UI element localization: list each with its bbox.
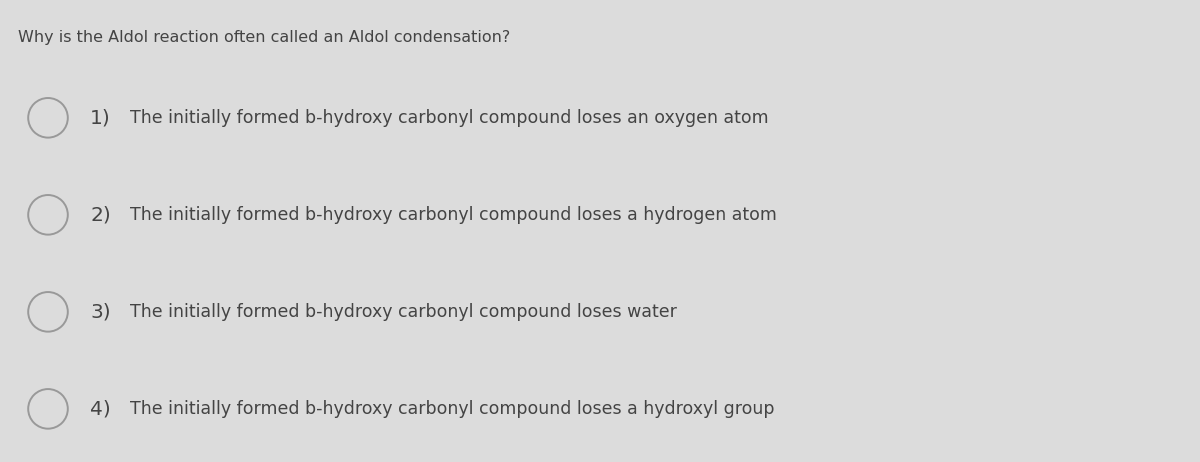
Text: 3): 3) — [90, 302, 110, 322]
Text: 2): 2) — [90, 205, 110, 225]
Text: 4): 4) — [90, 399, 110, 419]
Text: The initially formed b-hydroxy carbonyl compound loses water: The initially formed b-hydroxy carbonyl … — [130, 303, 677, 321]
Text: 1): 1) — [90, 108, 110, 128]
Text: The initially formed b-hydroxy carbonyl compound loses a hydroxyl group: The initially formed b-hydroxy carbonyl … — [130, 400, 774, 418]
Text: The initially formed b-hydroxy carbonyl compound loses an oxygen atom: The initially formed b-hydroxy carbonyl … — [130, 109, 768, 127]
Text: Why is the Aldol reaction often called an Aldol condensation?: Why is the Aldol reaction often called a… — [18, 30, 510, 45]
Text: The initially formed b-hydroxy carbonyl compound loses a hydrogen atom: The initially formed b-hydroxy carbonyl … — [130, 206, 776, 224]
